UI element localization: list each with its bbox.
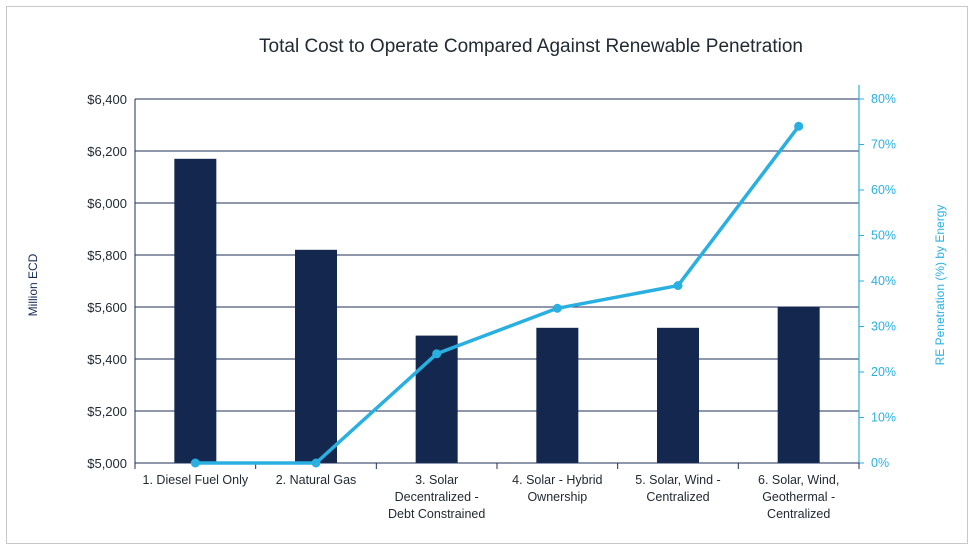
x-category-label: Ownership (527, 490, 587, 504)
x-category-label: Debt Constrained (388, 507, 485, 521)
x-category-label: 6. Solar, Wind, (758, 473, 839, 487)
line-point-6 (794, 121, 804, 131)
x-category-label: 2. Natural Gas (276, 473, 357, 487)
y2-tick-label: 0% (871, 456, 889, 470)
line-point-5 (673, 281, 683, 291)
y2-tick-label: 30% (871, 320, 896, 334)
x-category-label: Decentralized - (395, 490, 479, 504)
bars (174, 158, 820, 464)
x-category-label: 3. Solar (415, 473, 458, 487)
y2-tick-label: 60% (871, 183, 896, 197)
y2-tick-label: 40% (871, 274, 896, 288)
y2-tick-label: 10% (871, 411, 896, 425)
x-category-label: Centralized (767, 507, 830, 521)
y-tick-label: $5,600 (87, 300, 127, 315)
bar-2 (295, 249, 337, 463)
y-axis-title-right: RE Penetration (%) by Energy (933, 205, 947, 366)
line-point-2 (311, 458, 321, 468)
y-tick-label: $5,400 (87, 352, 127, 367)
y-tick-label: $6,400 (87, 92, 127, 107)
line-point-1 (190, 458, 200, 468)
y-tick-label: $5,800 (87, 248, 127, 263)
y-tick-label: $5,000 (87, 456, 127, 471)
y-tick-label: $5,200 (87, 404, 127, 419)
bar-6 (777, 307, 820, 463)
re-penetration-line (190, 121, 804, 468)
y-tick-label: $6,000 (87, 196, 127, 211)
x-category-label: 1. Diesel Fuel Only (143, 473, 249, 487)
chart-title: Total Cost to Operate Compared Against R… (259, 36, 803, 57)
x-category-label: Centralized (646, 490, 709, 504)
x-category-label: 4. Solar - Hybrid (512, 473, 602, 487)
y2-tick-label: 80% (871, 92, 896, 106)
y2-tick-label: 70% (871, 138, 896, 152)
y-axis-title-left: Million ECD (26, 253, 40, 316)
line-path (195, 125, 801, 465)
axes (134, 85, 864, 469)
tick-labels: $5,000 $5,200 $5,400 $5,600 $5,800 $6,000 $6,2… (87, 92, 896, 471)
gridlines (135, 98, 859, 464)
line-point-3 (432, 349, 442, 359)
chart-svg: Total Cost to Operate Compared Against R… (26, 36, 947, 521)
chart-frame: Total Cost to Operate Compared Against R… (6, 6, 968, 544)
x-category-label: 5. Solar, Wind - (635, 473, 720, 487)
y2-tick-label: 50% (871, 229, 896, 243)
category-labels: 1. Diesel Fuel Only 2. Natural Gas 3. Sola… (143, 473, 840, 521)
x-category-label: Geothermal - (762, 490, 835, 504)
y2-tick-label: 20% (871, 365, 896, 379)
line-point-4 (552, 303, 562, 313)
y-tick-label: $6,200 (87, 144, 127, 159)
bar-5 (657, 327, 699, 463)
bar-4 (536, 327, 579, 463)
bar-1 (174, 158, 217, 464)
